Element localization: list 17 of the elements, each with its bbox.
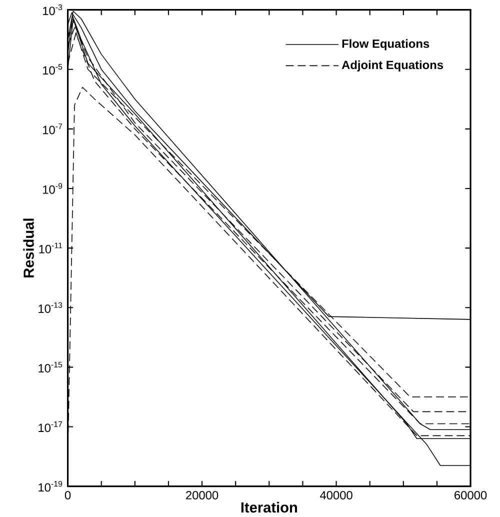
x-axis-title: Iteration	[241, 502, 297, 513]
x-tick-label: 20000	[186, 490, 218, 500]
y-tick-label: 10$^{-17}$	[38, 421, 62, 432]
y-tick-label: 10$^{-13}$	[38, 302, 62, 313]
legend-label: Flow Equations	[342, 39, 429, 50]
y-tick-label: 10$^{-9}$	[42, 183, 62, 194]
y-tick-label: 10$^{-7}$	[42, 124, 62, 134]
x-tick-label: 40000	[320, 490, 352, 500]
legend-label: Adjoint Equations	[342, 60, 443, 72]
y-tick-label: 10$^{-15}$	[38, 362, 62, 372]
x-tick-label: 0	[64, 490, 70, 500]
y-tick-label: 10$^{-11}$	[38, 242, 62, 254]
y-tick-label: 10$^{-19}$	[38, 480, 62, 492]
x-tick-label: 60000	[454, 490, 486, 500]
y-tick-label: 10$^{-3}$	[42, 4, 62, 16]
y-axis-title: Residual	[23, 218, 34, 278]
y-tick-label: 10$^{-5}$	[42, 64, 62, 75]
